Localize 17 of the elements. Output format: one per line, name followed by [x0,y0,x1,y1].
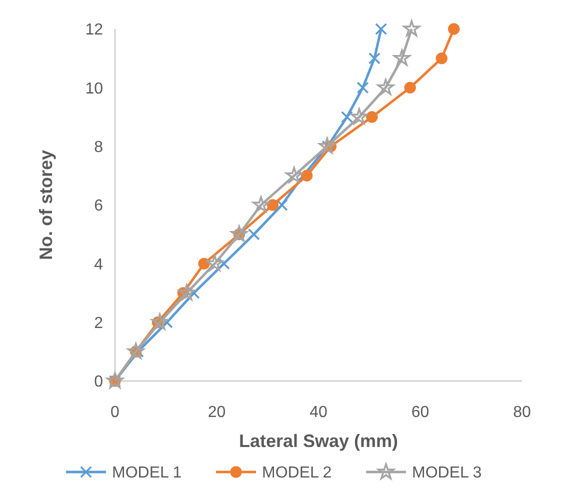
y-tick-label: 6 [94,198,104,215]
y-tick-label: 8 [94,138,104,156]
y-tick-label: 4 [94,256,104,274]
x-tick-label: 0 [110,404,120,421]
legend-label: MODEL 1 [112,464,182,482]
x-tick-label: 40 [310,404,328,421]
y-tick-label: 10 [85,80,104,98]
y-tick-label: 12 [85,22,104,39]
x-tick-label: 20 [208,404,226,421]
x-axis-title: Lateral Sway (mm) [238,431,398,451]
x-tick-label: 60 [411,404,430,421]
x-tick-label: 80 [513,404,531,421]
legend-label: MODEL 3 [412,464,482,482]
y-tick-label: 2 [94,314,104,332]
legend-label: MODEL 2 [262,464,332,482]
y-axis-title: No. of storey [36,150,56,260]
y-tick-label: 0 [94,374,104,391]
